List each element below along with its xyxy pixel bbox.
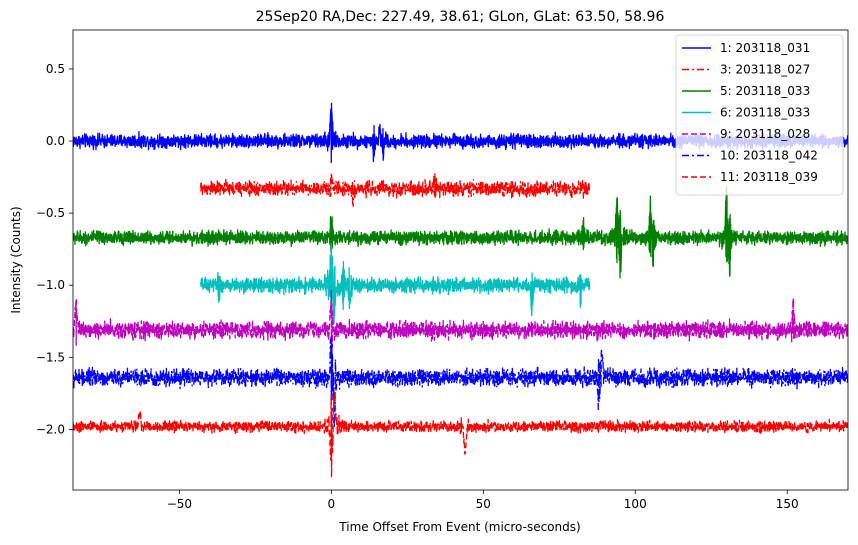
legend-box (675, 34, 844, 196)
y-tick-label: −2.0 (36, 422, 65, 436)
legend-label-5: 9: 203118_028 (720, 127, 810, 141)
x-axis-label: Time Offset From Event (micro-seconds) (338, 520, 580, 534)
y-tick-label: 0.5 (46, 62, 65, 76)
series-line-7 (73, 391, 848, 478)
y-axis: 0.5 0.0 −0.5 −1.0 −1.5 −2.0 (36, 62, 73, 436)
y-tick-label: −1.0 (36, 278, 65, 292)
series-line-3 (73, 186, 848, 279)
legend-label-7: 11: 203118_039 (720, 170, 818, 184)
x-tick-label: 50 (476, 497, 491, 511)
series-line-2 (200, 172, 591, 207)
y-tick-label: 0.0 (46, 134, 65, 148)
plot-area (72, 29, 849, 491)
x-tick-label: 0 (328, 497, 336, 511)
chart-title: 25Sep20 RA,Dec: 227.49, 38.61; GLon, GLa… (256, 9, 665, 25)
series-line-6 (73, 336, 848, 429)
x-tick-label: 100 (624, 497, 647, 511)
legend-label-2: 3: 203118_027 (720, 63, 810, 77)
y-tick-label: −0.5 (36, 206, 65, 220)
x-tick-label: 150 (776, 497, 799, 511)
series-line-4 (200, 243, 591, 325)
x-tick-label: −50 (167, 497, 192, 511)
legend-label-6: 10: 203118_042 (720, 149, 818, 163)
series-line-5 (73, 289, 848, 352)
x-axis: −50 0 50 100 150 (167, 490, 799, 511)
legend: 1: 203118_031 3: 203118_027 5: 203118_03… (675, 34, 844, 196)
y-axis-label: Intensity (Counts) (9, 206, 23, 313)
legend-label-4: 6: 203118_033 (720, 106, 810, 120)
legend-label-3: 5: 203118_033 (720, 84, 810, 98)
legend-label-1: 1: 203118_031 (720, 41, 810, 55)
y-tick-label: −1.5 (36, 350, 65, 364)
plot-frame (72, 29, 849, 491)
